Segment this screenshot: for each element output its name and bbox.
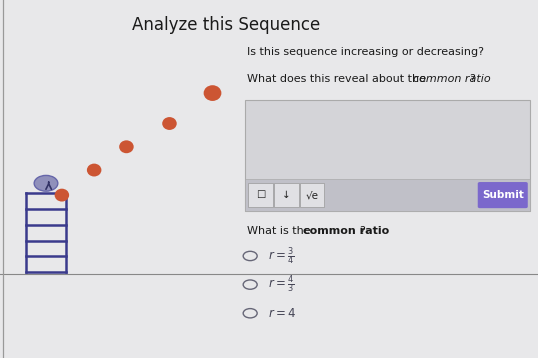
Text: $r = \frac{4}{3}$: $r = \frac{4}{3}$ <box>268 274 294 295</box>
Text: What is the: What is the <box>247 226 315 236</box>
FancyBboxPatch shape <box>300 183 324 208</box>
Ellipse shape <box>162 117 176 130</box>
FancyBboxPatch shape <box>274 183 299 208</box>
Text: ?: ? <box>359 226 365 236</box>
Text: ↓: ↓ <box>282 190 291 200</box>
Ellipse shape <box>203 85 222 101</box>
Text: common ratio: common ratio <box>303 226 389 236</box>
FancyBboxPatch shape <box>248 183 273 208</box>
Ellipse shape <box>87 164 101 176</box>
Text: Analyze this Sequence: Analyze this Sequence <box>132 16 320 34</box>
Text: Submit: Submit <box>482 190 523 200</box>
Text: $r = \frac{3}{4}$: $r = \frac{3}{4}$ <box>268 245 294 267</box>
Text: √e: √e <box>306 190 318 200</box>
Ellipse shape <box>119 140 133 153</box>
FancyBboxPatch shape <box>245 100 530 211</box>
Text: ?: ? <box>470 74 476 84</box>
Text: ☐: ☐ <box>256 190 265 200</box>
Text: $r = 4$: $r = 4$ <box>268 307 296 320</box>
FancyBboxPatch shape <box>245 179 530 211</box>
Text: Is this sequence increasing or decreasing?: Is this sequence increasing or decreasin… <box>247 47 485 57</box>
FancyBboxPatch shape <box>478 182 528 208</box>
Ellipse shape <box>55 189 69 202</box>
Text: common ratio: common ratio <box>413 74 491 84</box>
Circle shape <box>34 175 58 191</box>
Text: What does this reveal about the: What does this reveal about the <box>247 74 430 84</box>
